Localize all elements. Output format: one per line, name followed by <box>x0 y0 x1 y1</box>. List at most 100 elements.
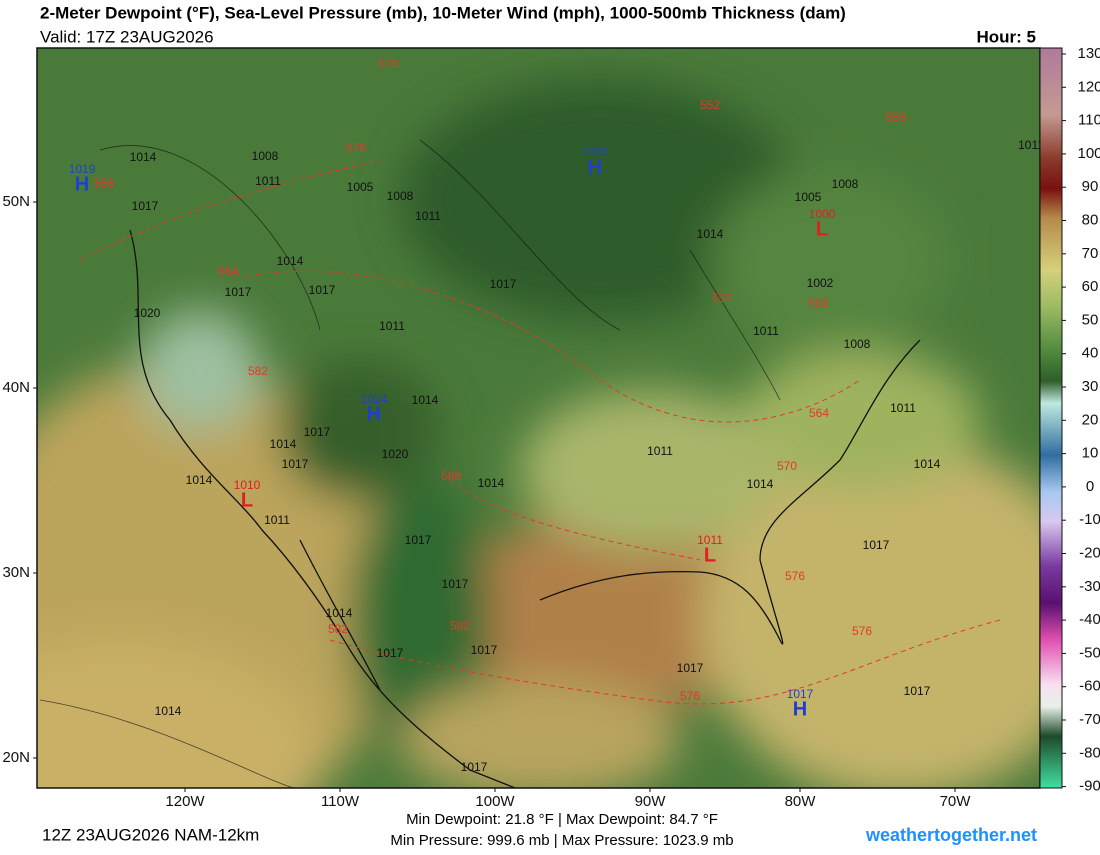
thickness-label: 582 <box>450 619 470 633</box>
thickness-label: 576 <box>785 569 805 583</box>
model-run: 12Z 23AUG2026 NAM-12km <box>42 825 259 844</box>
colorbar-label: 130 <box>1077 45 1100 62</box>
isobar-label: 1017 <box>471 643 498 657</box>
lat-label: 20N <box>2 749 30 766</box>
lon-label: 90W <box>635 793 667 810</box>
isobar-label: 1011 <box>890 401 916 415</box>
lon-label: 100W <box>475 793 515 810</box>
center-symbol: L <box>704 544 716 566</box>
forecast-hour: Hour: 5 <box>977 27 1037 46</box>
thickness-label: 570 <box>777 459 797 473</box>
thickness-label: 576 <box>852 624 872 638</box>
isobar-label: 1014 <box>914 457 941 471</box>
map: 1014 1008 1011 1005 1008 1011 1017 1014 1017 1017… <box>37 48 1044 788</box>
colorbar <box>1039 47 1063 789</box>
isobar-label: 1017 <box>304 425 331 439</box>
lat-label: 40N <box>2 379 30 396</box>
isobar-label: 1011 <box>379 319 405 333</box>
isobar-label: 1020 <box>382 447 409 461</box>
isobar-label: 1017 <box>863 538 890 552</box>
colorbar-label: 100 <box>1077 145 1100 162</box>
lon-label: 70W <box>940 793 972 810</box>
isobar-label: 1014 <box>186 473 213 487</box>
isobar-label: 1014 <box>130 150 157 164</box>
center-pressure: 1024 <box>361 392 388 406</box>
isobar-label: 1011 <box>647 444 673 458</box>
center-pressure: 1011 <box>697 533 723 547</box>
center-pressure: 1031 <box>582 145 609 159</box>
thickness-label: 564 <box>809 406 829 420</box>
isobar-label: 1017 <box>442 577 469 591</box>
valid-time: Valid: 17Z 23AUG2026 <box>40 27 214 46</box>
thickness-label: 570 <box>378 57 398 71</box>
isobar-label: 1014 <box>478 476 505 490</box>
colorbar-label: 30 <box>1082 378 1099 395</box>
isobar-label: 1017 <box>132 199 159 213</box>
center-symbol: H <box>588 156 602 178</box>
colorbar-label: 10 <box>1082 445 1099 462</box>
isobar-label: 1014 <box>747 477 774 491</box>
colorbar-label: -30 <box>1079 578 1100 595</box>
isobar-label: 1008 <box>387 189 414 203</box>
lon-label: 80W <box>785 793 817 810</box>
thickness-label: 558 <box>94 176 114 190</box>
thickness-label: 558 <box>808 296 828 310</box>
colorbar-label: -70 <box>1079 711 1100 728</box>
isobar-label: 1011 <box>1018 138 1044 152</box>
isobar-label: 1008 <box>844 337 871 351</box>
colorbar-label: -20 <box>1079 544 1100 561</box>
colorbar-label: 80 <box>1082 211 1099 228</box>
isobar-label: 1008 <box>252 149 279 163</box>
center-symbol: H <box>367 403 381 425</box>
colorbar-label: 70 <box>1082 245 1099 262</box>
colorbar-label: -40 <box>1079 611 1100 628</box>
isobar-label: 1014 <box>155 704 182 718</box>
isobar-label: 1017 <box>904 684 931 698</box>
colorbar-label: 40 <box>1082 345 1099 362</box>
center-pressure: 1000 <box>809 207 836 221</box>
thickness-label: 576 <box>680 689 700 703</box>
center-pressure: 1019 <box>69 162 96 176</box>
thickness-label: 582 <box>248 364 268 378</box>
isobar-label: 1017 <box>282 457 309 471</box>
colorbar-label: -90 <box>1079 778 1100 795</box>
isobar-label: 1017 <box>405 533 432 547</box>
isobar-label: 1011 <box>255 174 281 188</box>
isobar-label: 1017 <box>309 283 336 297</box>
isobar-label: 1014 <box>697 227 724 241</box>
center-pressure: 1010 <box>234 478 261 492</box>
colorbar-label: -80 <box>1079 744 1100 761</box>
colorbar-label: -60 <box>1079 678 1100 695</box>
isobar-label: 1014 <box>277 254 304 268</box>
isobar-label: 1008 <box>832 177 859 191</box>
isobar-label: 1020 <box>134 306 161 320</box>
thickness-label: 552 <box>700 98 720 112</box>
colorbar-label: -10 <box>1079 511 1100 528</box>
isobar-label: 1005 <box>347 180 374 194</box>
center-symbol: H <box>793 698 807 720</box>
isobar-label: 1002 <box>807 276 834 290</box>
isobar-label: 1017 <box>225 285 252 299</box>
isobar-label: 1014 <box>326 606 353 620</box>
isobar-label: 1017 <box>377 646 404 660</box>
thickness-label: 576 <box>346 141 366 155</box>
thickness-label: 552 <box>712 291 732 305</box>
thickness-label: 558 <box>886 110 906 124</box>
isobar-label: 1011 <box>753 324 779 338</box>
center-symbol: H <box>75 173 89 195</box>
center-symbol: L <box>241 489 253 511</box>
colorbar-label: 60 <box>1082 278 1099 295</box>
pressure-range: Min Pressure: 999.6 mb | Max Pressure: 1… <box>390 832 733 849</box>
site-name: weathertogether.net <box>865 825 1037 845</box>
lat-label: 30N <box>2 564 30 581</box>
colorbar-label: 50 <box>1082 311 1099 328</box>
isobar-label: 1017 <box>677 661 704 675</box>
thickness-label: 588 <box>441 469 461 483</box>
thickness-label: 582 <box>328 622 348 636</box>
dewpoint-range: Min Dewpoint: 21.8 °F | Max Dewpoint: 84… <box>406 811 718 828</box>
lon-label: 120W <box>165 793 205 810</box>
colorbar-label: 120 <box>1077 78 1100 95</box>
colorbar-label: -50 <box>1079 644 1100 661</box>
colorbar-label: 90 <box>1082 178 1099 195</box>
